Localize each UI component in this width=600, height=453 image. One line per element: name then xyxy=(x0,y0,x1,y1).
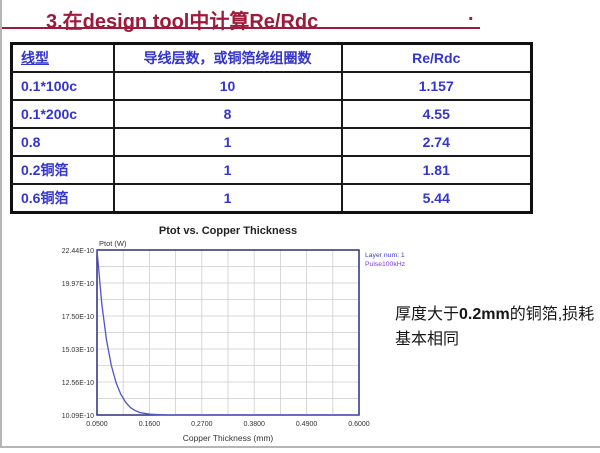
y-tick-label: 15.03E-10 xyxy=(62,347,94,354)
x-tick-label: 0.0500 xyxy=(86,421,108,428)
x-tick-label: 0.2700 xyxy=(191,421,213,428)
title-underline xyxy=(2,27,480,29)
y-tick-label: 19.97E-10 xyxy=(62,281,94,288)
y-tick-label: 17.50E-10 xyxy=(62,314,94,321)
y-tick-label: 22.44E-10 xyxy=(62,248,94,255)
re-rdc-table: 线型 导线层数，或铜箔绕组圈数 Re/Rdc 0.1*100c 10 1.157… xyxy=(10,42,533,214)
column-header-wire-type: 线型 xyxy=(21,50,49,66)
table-row: 0.1*100c 10 1.157 xyxy=(10,71,533,101)
page-title: 3.在design tool中计算Re/Rdc xyxy=(46,11,319,33)
column-header-layers: 导线层数，或铜箔绕组圈数 xyxy=(112,42,343,73)
table-cell: 2.74 xyxy=(340,127,533,157)
table-cell: 0.6铜箔 xyxy=(10,183,115,214)
chart-legend: Layer num: 1 Pulse100kHz xyxy=(365,252,406,268)
table-cell: 5.44 xyxy=(340,183,533,214)
y-tick-label: 12.56E-10 xyxy=(62,380,94,387)
table-cell: 1 xyxy=(112,183,343,214)
note-text-prefix: 厚度大于 xyxy=(395,306,460,323)
chart-title: Ptot vs. Copper Thickness xyxy=(159,225,297,237)
y-tick-label: 10.09E-10 xyxy=(62,413,94,420)
table-cell: 0.8 xyxy=(10,127,115,157)
note-text-suffix: 的铜箔,损耗基本相同 xyxy=(395,306,595,348)
table-cell: 1.157 xyxy=(340,71,533,101)
annotation-note: 厚度大于0.2mm的铜箔,损耗基本相同 xyxy=(395,302,600,352)
legend-line-1: Layer num: 1 xyxy=(365,252,405,259)
table-cell: 8 xyxy=(112,99,343,129)
chart-gridlines xyxy=(97,250,359,415)
ptot-chart: Ptot vs. Copper Thickness Ptot (W) 22.44… xyxy=(47,220,447,448)
table-header-row: 线型 导线层数，或铜箔绕组圈数 Re/Rdc xyxy=(10,42,533,73)
table-cell: 0.1*100c xyxy=(10,71,115,101)
y-axis-label: Ptot (W) xyxy=(99,239,127,248)
legend-line-2: Pulse100kHz xyxy=(365,261,406,268)
table-row: 0.6铜箔 1 5.44 xyxy=(10,183,533,214)
x-tick-label: 0.1600 xyxy=(139,421,161,428)
table-row: 0.1*200c 8 4.55 xyxy=(10,99,533,129)
table-cell: 1 xyxy=(112,127,343,157)
table-row: 0.2铜箔 1 1.81 xyxy=(10,155,533,185)
x-tick-label: 0.6000 xyxy=(348,421,370,428)
table-cell: 0.1*200c xyxy=(10,99,115,129)
x-tick-label: 0.3800 xyxy=(243,421,265,428)
table-cell: 10 xyxy=(112,71,343,101)
ptot-curve xyxy=(96,249,359,416)
x-axis-label: Copper Thickness (mm) xyxy=(183,433,274,443)
table-row: 0.8 1 2.74 xyxy=(10,127,533,157)
table-cell: 4.55 xyxy=(340,99,533,129)
note-text-bold: 0.2mm xyxy=(459,306,510,323)
column-header-re-rdc: Re/Rdc xyxy=(340,42,533,73)
table-cell: 1.81 xyxy=(340,155,533,185)
table-cell: 0.2铜箔 xyxy=(10,155,115,185)
title-trailing-period: . xyxy=(468,3,474,25)
x-tick-label: 0.4900 xyxy=(296,421,318,428)
table-cell: 1 xyxy=(112,155,343,185)
